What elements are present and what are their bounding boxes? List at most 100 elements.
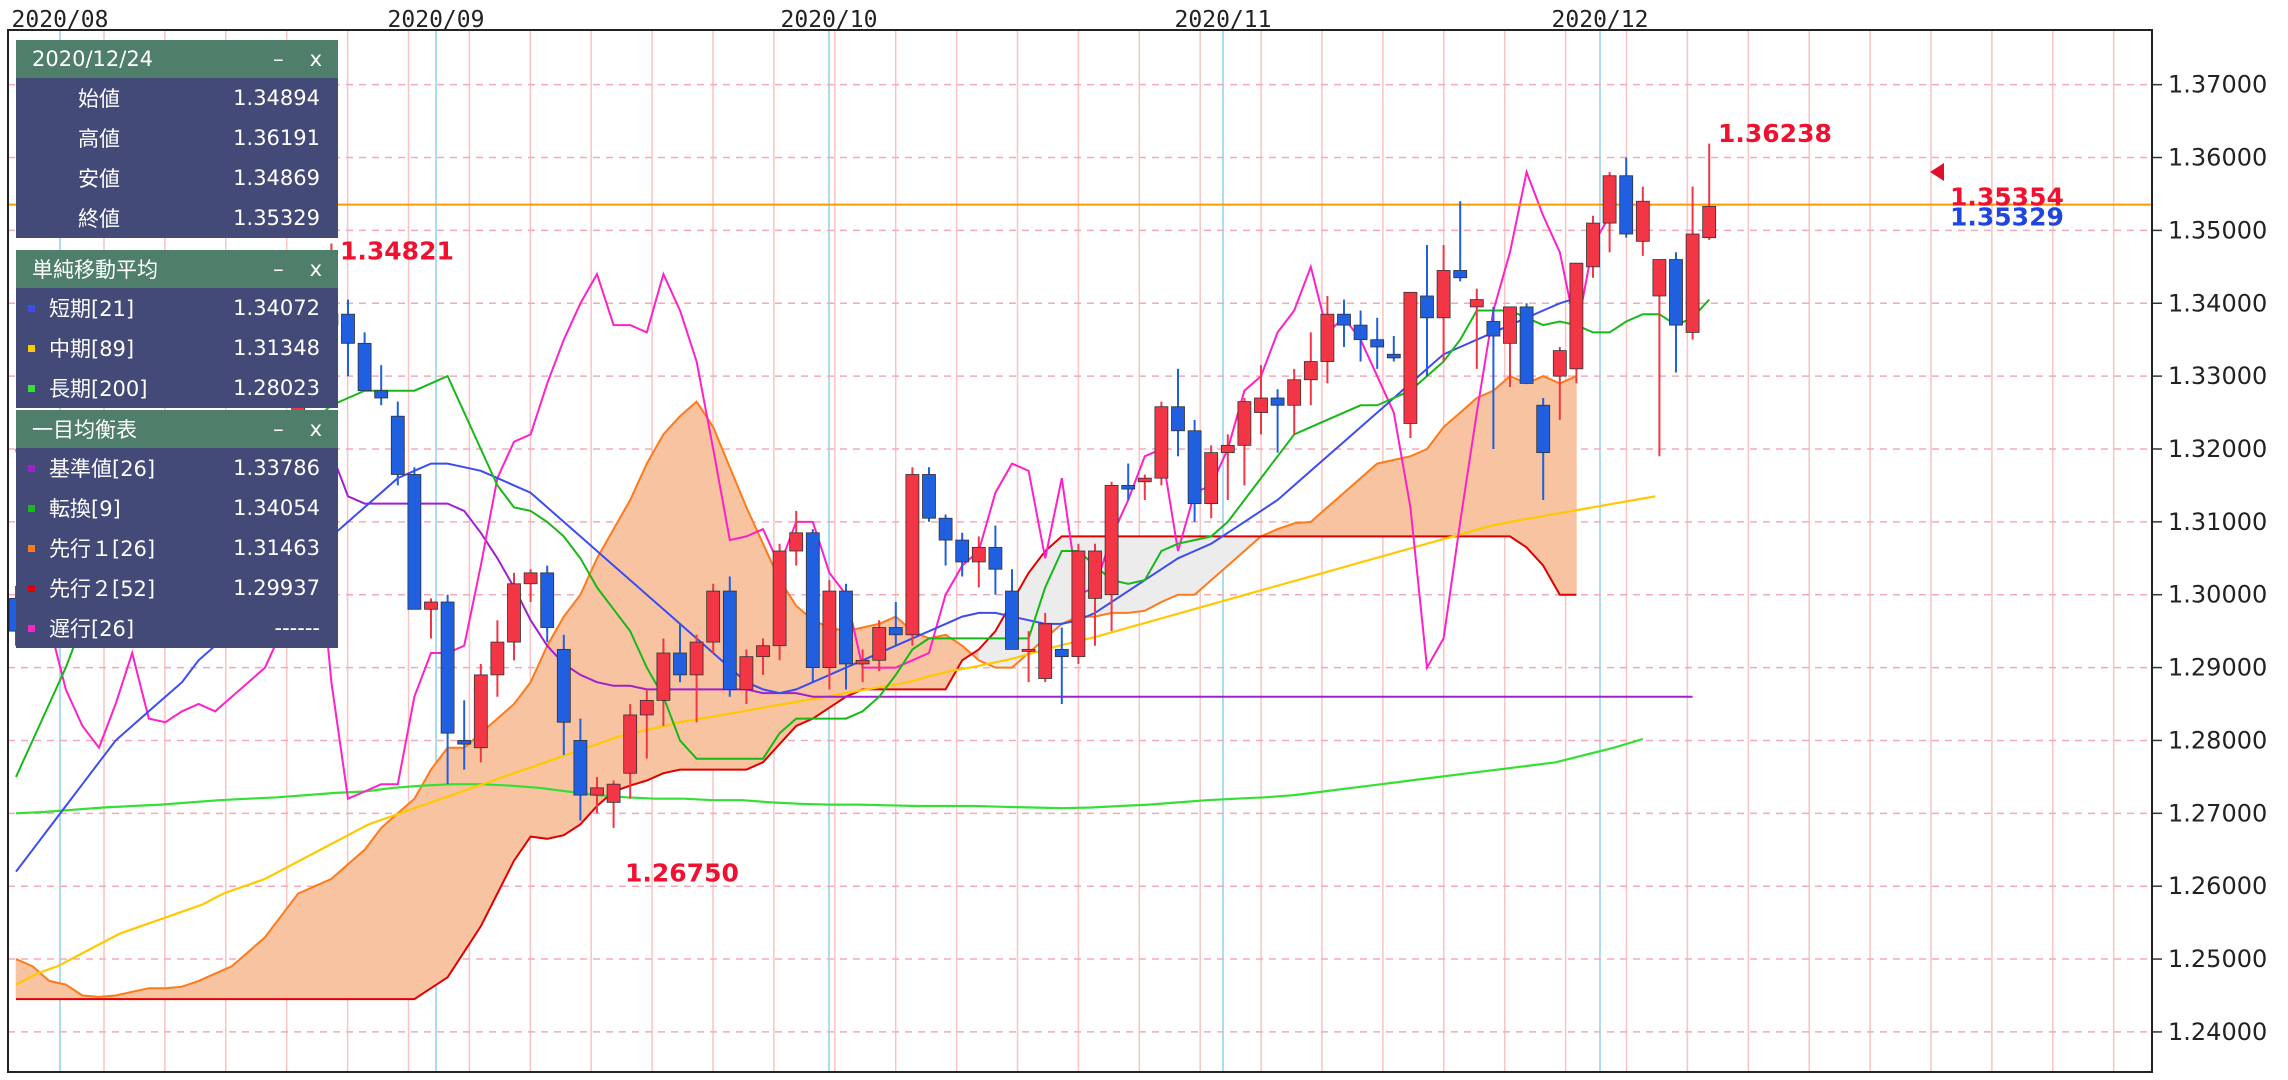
cloud-segment [314, 878, 332, 1000]
candle [955, 532, 970, 577]
cloud-segment [297, 885, 316, 1000]
candle-body [1619, 175, 1634, 235]
y-tick-label: 1.30000 [2168, 581, 2267, 609]
last-bid-label: 1.35329 [1950, 202, 2064, 231]
candle [1088, 543, 1102, 646]
candle [689, 634, 704, 723]
sma-row-short: 短期[21] 1.34072 [16, 288, 338, 328]
ichimoku-panel-header: 一目均衡表 – x [16, 410, 338, 448]
close-button[interactable]: x [309, 417, 322, 441]
candle-body [1602, 175, 1617, 224]
high-price-label: 1.36238 [1718, 119, 1832, 148]
month-label: 2020/08 [12, 7, 109, 33]
candle-body [673, 652, 687, 676]
candle-body [1054, 648, 1069, 658]
ichimoku-row-chikou: 遅行[26] ------ [16, 608, 338, 648]
candle [1353, 310, 1368, 362]
candle-body [772, 550, 787, 647]
candle [855, 649, 870, 683]
candle-body [988, 546, 1003, 570]
row-value: 1.31348 [233, 336, 320, 360]
candle [1536, 397, 1551, 500]
candle-body [390, 415, 405, 475]
candle-body [1403, 291, 1418, 424]
candle [839, 583, 853, 690]
candle-body [556, 648, 571, 723]
candle [1320, 295, 1335, 384]
cloud-segment [364, 827, 382, 1000]
candle [1237, 397, 1252, 486]
candle-body [623, 714, 638, 774]
candle-body [1519, 306, 1534, 384]
candle [1602, 172, 1617, 253]
minimize-button[interactable]: – [273, 47, 284, 71]
senkou-span-b-line [16, 535, 1577, 1001]
sma-row-mid: 中期[89] 1.31348 [16, 328, 338, 368]
close-button[interactable]: x [309, 257, 322, 281]
minimize-button[interactable]: – [273, 257, 284, 281]
long-sma-line [15, 737, 1644, 815]
plot-frame [7, 29, 2153, 1073]
candle-body [1237, 401, 1252, 446]
candle-body [855, 659, 870, 665]
sma-row-long: 長期[200] 1.28023 [16, 368, 338, 408]
candle-body [1386, 353, 1401, 359]
candle-body [490, 641, 505, 676]
candle [1552, 346, 1567, 420]
row-label: 始値 [78, 87, 120, 111]
cloud-segment [1493, 375, 1511, 537]
candle-body [822, 590, 837, 668]
ohlc-row-high: 高値 1.36191 [16, 118, 338, 158]
candle-body [1121, 485, 1136, 490]
candle [1420, 244, 1434, 377]
cloud-segment [148, 987, 166, 1000]
candle [1652, 259, 1667, 457]
candle-body [872, 627, 887, 661]
candle-body [341, 313, 355, 344]
candle-body [756, 645, 770, 658]
candle [590, 776, 604, 814]
candle-body [1204, 452, 1219, 505]
sma-panel: 単純移動平均 – x 短期[21] 1.34072 中期[89] 1.31348 長期… [16, 250, 338, 408]
legend-swatch [28, 464, 35, 472]
senkou-span-a-line [15, 374, 1577, 998]
ichimoku-panel-title: 一目均衡表 [32, 418, 137, 442]
candle-body [457, 740, 472, 745]
ohlc-row-close: 終値 1.35329 [16, 198, 338, 238]
candle [457, 700, 472, 770]
ohlc-panel-body: 始値 1.34894 高値 1.36191 安値 1.34869 終値 1.35329 [16, 78, 338, 238]
candle-body [1254, 397, 1268, 413]
month-label: 2020/11 [1175, 7, 1272, 33]
row-label: 高値 [78, 127, 120, 151]
ohlc-panel-title: 2020/12/24 [32, 47, 154, 71]
y-tick-label: 1.28000 [2168, 726, 2267, 754]
last-price-marker [1930, 163, 1944, 181]
candle [772, 543, 787, 661]
candle-body [1171, 406, 1185, 432]
candle [523, 569, 538, 603]
candle-body [424, 601, 438, 610]
candle-body [407, 474, 422, 610]
candle-body [1187, 430, 1202, 505]
close-button[interactable]: x [309, 47, 322, 71]
legend-swatch [28, 384, 35, 392]
candle [1270, 389, 1285, 453]
candle [1171, 368, 1185, 457]
candle-body [440, 601, 455, 734]
candle-body [1453, 270, 1468, 279]
cloud-segment [596, 527, 614, 807]
mid-sma-line [15, 495, 1656, 986]
cloud-segment [1376, 459, 1395, 537]
minimize-button[interactable]: – [273, 417, 284, 441]
candle [490, 620, 505, 697]
candle-body [1652, 259, 1667, 297]
candle [357, 332, 372, 392]
candle [407, 467, 422, 610]
row-value: 1.29937 [233, 576, 320, 600]
marked-price-label: 1.34821 [340, 236, 454, 265]
candle-body [1320, 313, 1335, 362]
candle-body [656, 652, 671, 701]
candle [1021, 631, 1036, 683]
legend-swatch [28, 544, 35, 552]
month-label: 2020/10 [781, 7, 878, 33]
